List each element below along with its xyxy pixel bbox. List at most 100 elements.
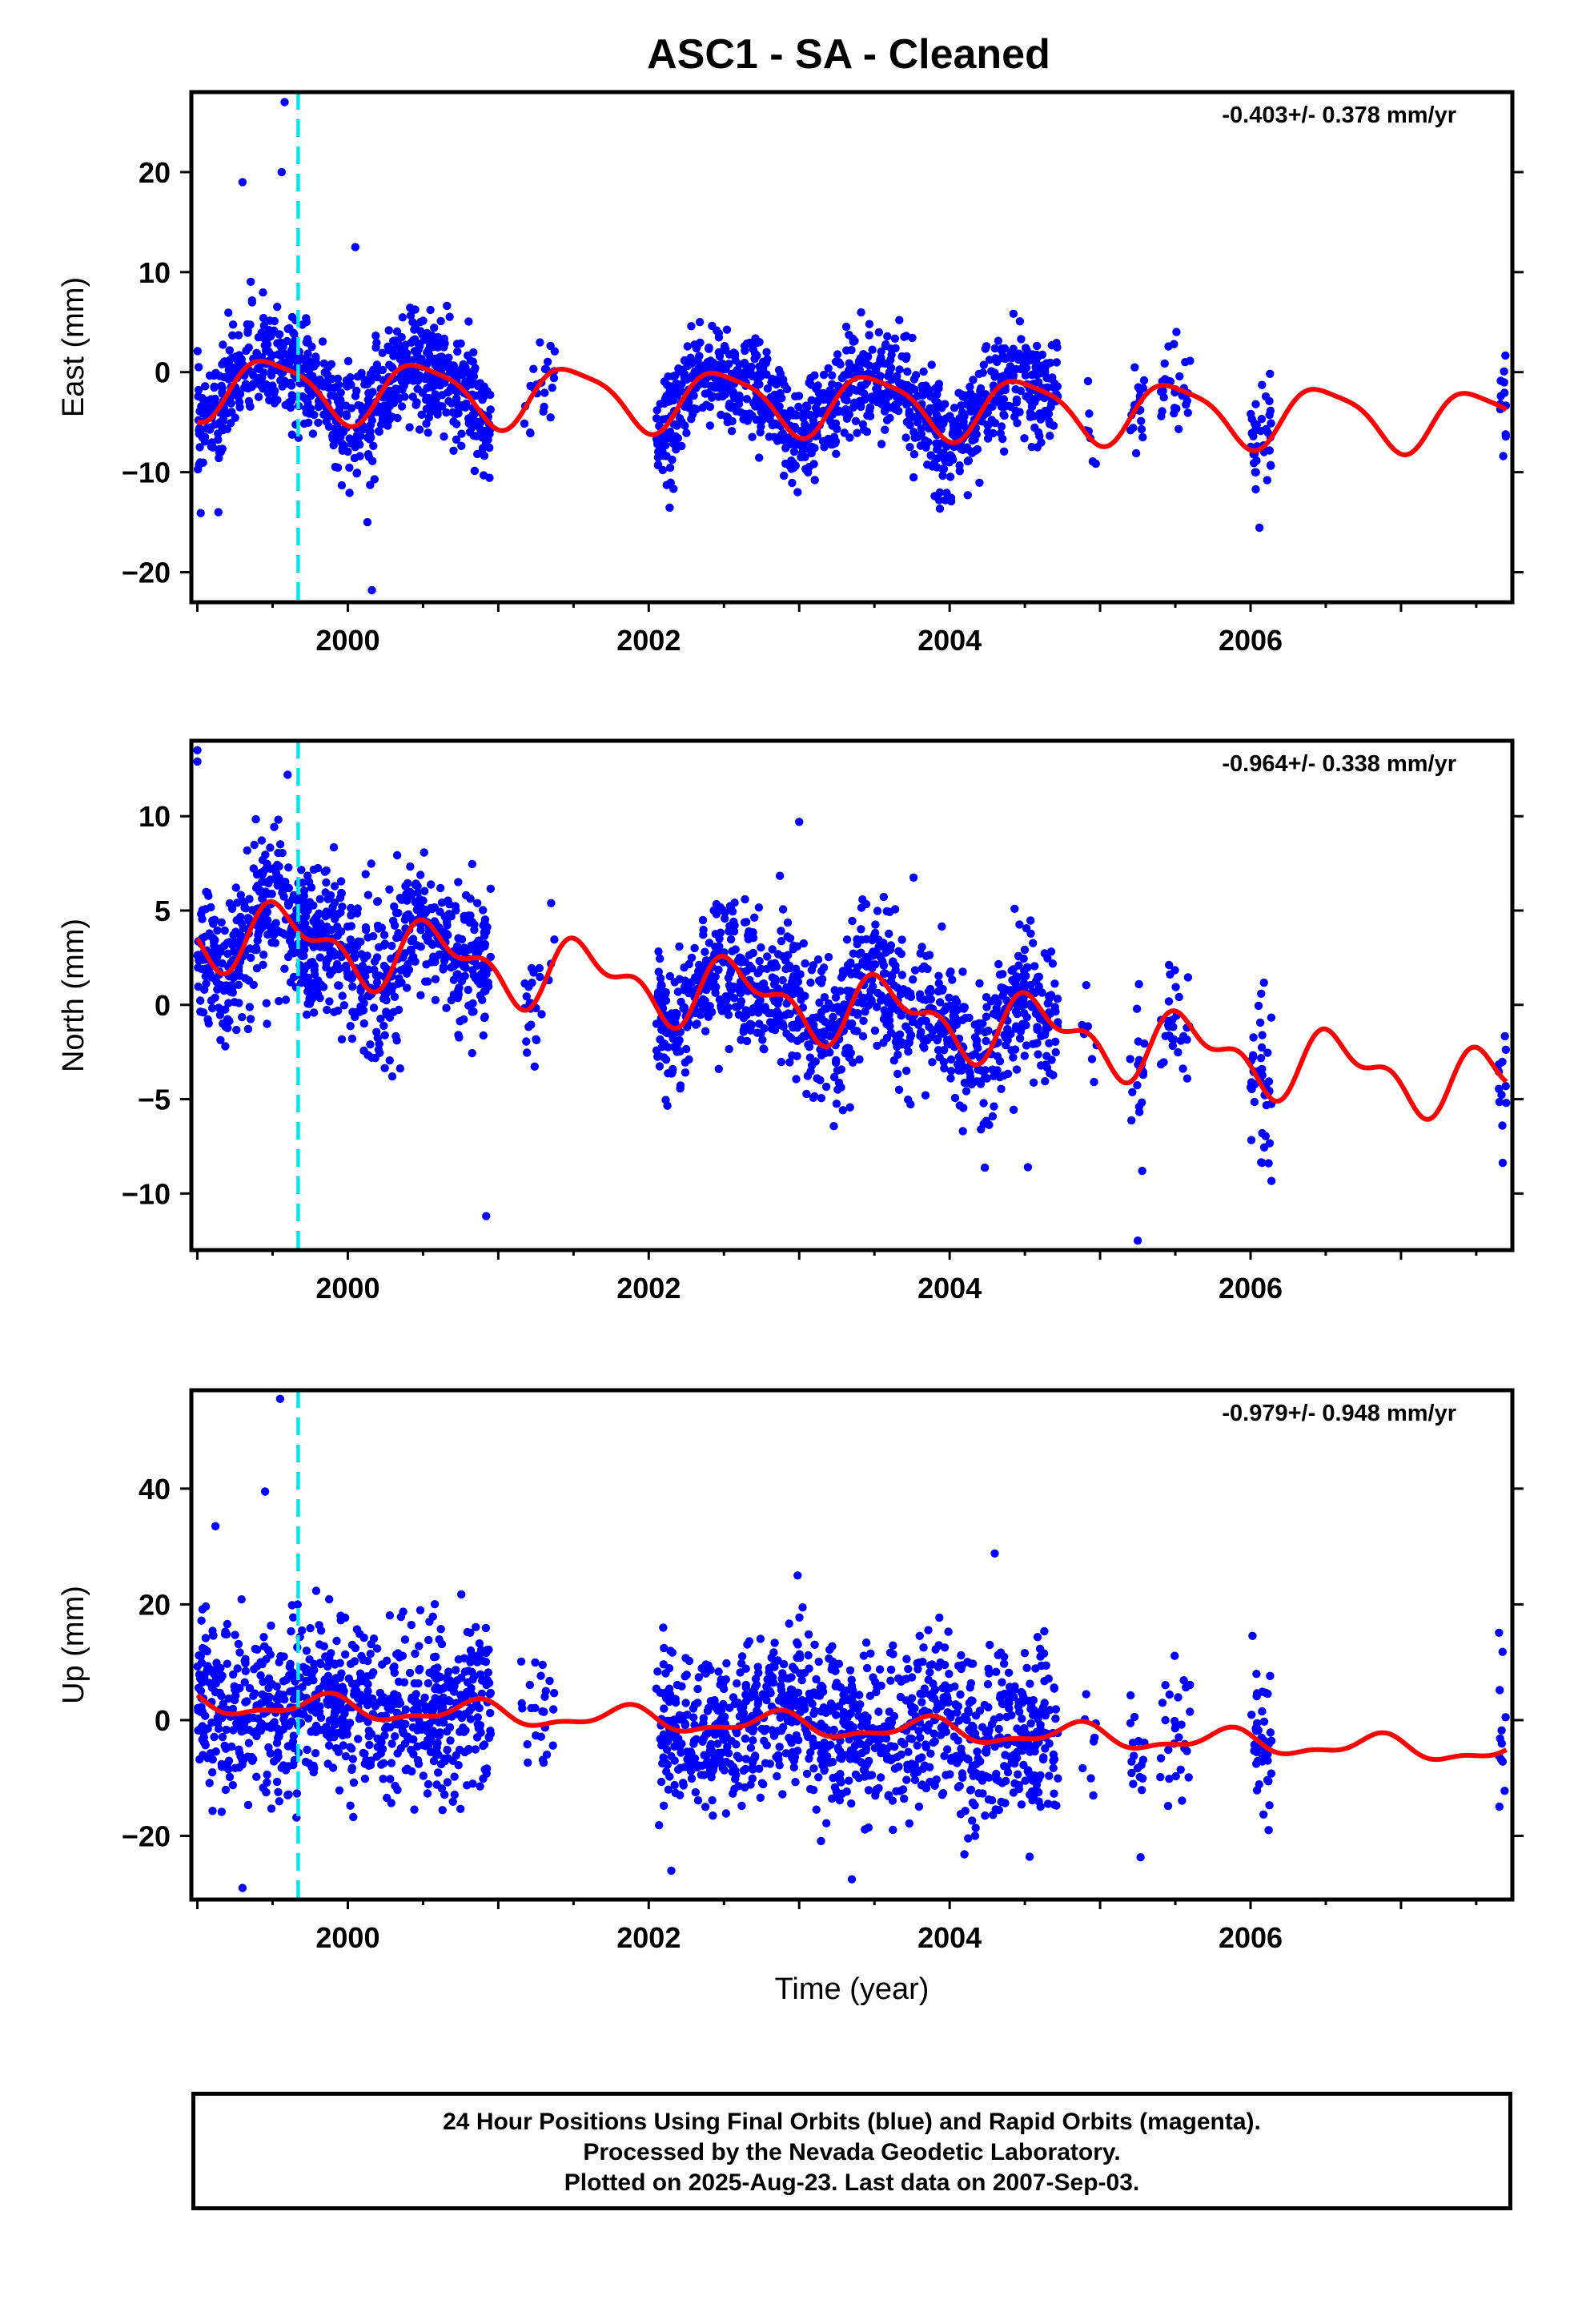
data-point [365,1694,374,1703]
y-tick-label: 10 [139,800,171,833]
data-point [936,1027,946,1036]
data-point [464,351,472,360]
data-point [690,943,699,953]
data-point [375,943,383,952]
data-point [802,464,812,473]
data-point [714,333,724,342]
data-point [935,1053,944,1062]
data-point [309,1008,319,1017]
data-point [306,958,315,967]
data-point [926,1003,935,1012]
data-point [825,1031,835,1041]
data-point [475,1703,484,1713]
data-point [792,411,801,420]
data-point [698,915,708,925]
data-point [869,960,878,969]
data-point [331,462,339,472]
data-point [1256,1054,1266,1063]
data-point [832,1100,841,1108]
data-point [845,1021,854,1031]
data-point [844,388,853,398]
data-point [206,423,215,432]
data-point [1165,960,1174,970]
data-point [397,978,406,987]
data-point [1017,335,1026,344]
data-point [243,914,252,923]
data-point [344,1674,353,1683]
data-point [1500,378,1509,387]
data-point [243,1697,251,1706]
data-point [386,1775,395,1783]
data-point [979,360,989,369]
data-point [379,931,389,939]
data-point [366,1650,375,1659]
data-point [1247,1136,1256,1144]
data-point [1257,415,1267,424]
data-point [858,999,867,1008]
data-point [809,416,817,425]
data-point [263,930,272,939]
data-point [323,1662,332,1671]
data-point [325,997,334,1006]
data-point [1009,1053,1018,1062]
data-point [387,1759,396,1767]
data-point [703,1007,713,1017]
data-point [799,413,808,423]
data-point [550,935,559,944]
data-point [806,978,815,987]
data-point [682,428,691,437]
data-point [857,925,865,934]
data-point [206,1749,215,1758]
data-point [873,398,882,407]
data-point [440,354,449,364]
data-point [795,818,804,826]
data-point [401,1705,411,1714]
data-point [1033,1023,1042,1033]
data-point [714,965,723,975]
data-point [768,945,777,954]
data-point [424,1779,433,1789]
data-point [406,862,415,871]
data-point [397,402,407,411]
data-point [1020,434,1029,443]
data-point [714,946,723,955]
data-point [363,1656,372,1666]
data-point [367,1729,375,1739]
data-point [1255,1018,1265,1027]
data-point [283,770,292,779]
data-point [408,356,416,364]
data-point [452,1676,462,1685]
data-point [349,1778,359,1787]
data-point [537,1010,546,1019]
data-point [1083,1022,1093,1031]
data-point [883,332,892,341]
data-point [217,918,226,927]
data-point [705,939,714,947]
data-point [546,413,555,422]
data-point [481,439,491,448]
data-point [400,949,409,958]
data-point [661,987,670,997]
data-point [1014,349,1024,358]
data-point [782,413,792,422]
data-point [223,408,232,418]
data-point [278,888,287,897]
data-point [290,891,299,900]
data-point [902,1066,911,1076]
data-point [1012,1065,1022,1074]
data-point [793,1051,801,1061]
data-point [881,404,889,413]
data-point [378,348,387,357]
data-point [946,472,955,481]
data-point [793,1023,802,1032]
data-point [919,367,928,376]
data-point [246,1015,255,1023]
data-point [267,371,276,380]
data-point [193,347,202,356]
data-point [1246,1083,1255,1092]
data-point [924,386,934,396]
data-point [481,1675,491,1684]
data-point [249,1755,258,1763]
data-point [993,1066,1002,1075]
